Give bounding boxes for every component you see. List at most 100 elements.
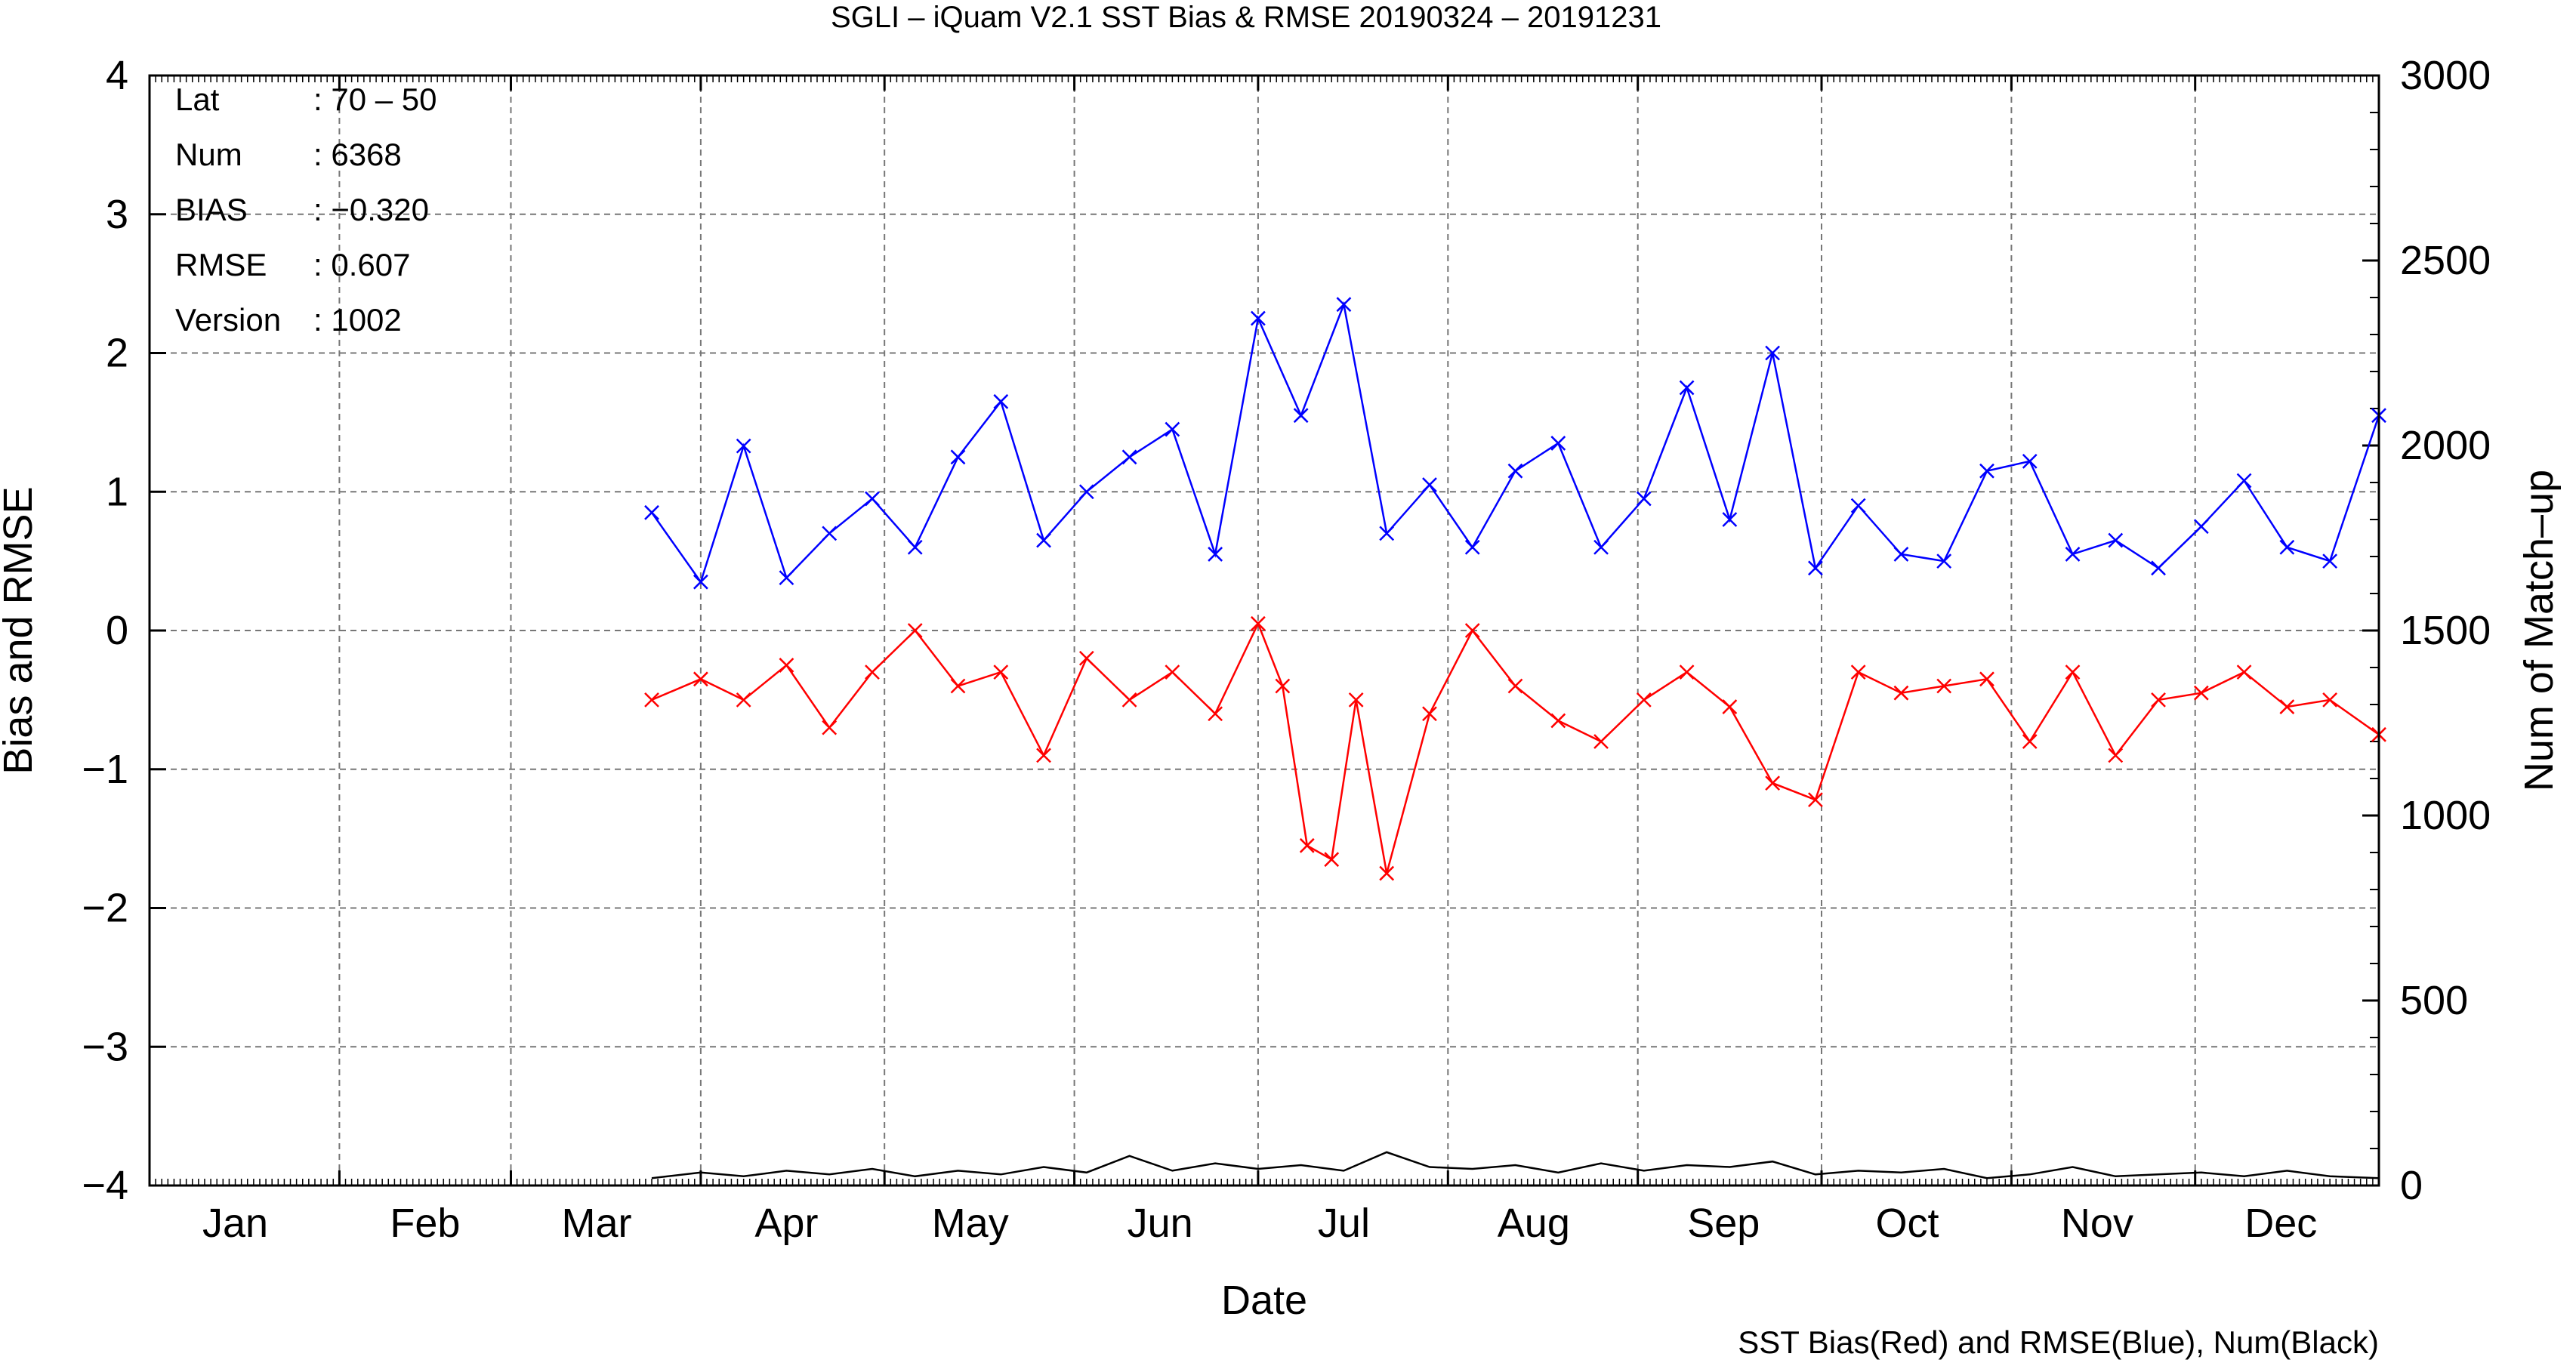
stat-value: : 6368 bbox=[313, 137, 402, 172]
data-point bbox=[865, 664, 880, 680]
data-point bbox=[1165, 664, 1180, 680]
x-tick-label: Mar bbox=[562, 1201, 632, 1246]
y2-tick-label: 2000 bbox=[2400, 423, 2491, 468]
y2-tick-label: 500 bbox=[2400, 978, 2468, 1023]
data-point bbox=[736, 438, 751, 454]
data-point bbox=[2065, 547, 2081, 562]
data-point bbox=[865, 491, 880, 507]
data-point bbox=[2065, 664, 2081, 680]
data-point bbox=[1464, 539, 1480, 555]
data-point bbox=[1593, 539, 1609, 555]
data-point bbox=[1251, 310, 1266, 326]
data-point bbox=[1299, 837, 1315, 853]
y-tick-label: −1 bbox=[82, 747, 128, 792]
chart-title: SGLI – iQuam V2.1 SST Bias & RMSE 201903… bbox=[831, 1, 1661, 34]
data-point bbox=[1636, 692, 1652, 708]
data-point bbox=[779, 570, 794, 586]
data-point bbox=[950, 449, 966, 465]
y2-tick-label: 1500 bbox=[2400, 608, 2491, 653]
stat-key: Lat bbox=[175, 82, 220, 117]
data-point bbox=[1251, 615, 1266, 631]
x-tick-label: Jun bbox=[1128, 1201, 1193, 1246]
stats-box: Lat: 70 – 50 Num: 6368 BIAS: −0.320 RMSE: 0… bbox=[175, 82, 437, 338]
data-point bbox=[2151, 692, 2166, 708]
data-point bbox=[1679, 664, 1695, 680]
data-point bbox=[1722, 512, 1738, 527]
data-point bbox=[1208, 547, 1223, 562]
x-tick-label: Sep bbox=[1687, 1201, 1760, 1246]
data-point bbox=[1422, 477, 1437, 492]
y-tick-label: 1 bbox=[106, 469, 128, 514]
data-point bbox=[2236, 473, 2252, 489]
y-tick-label: −3 bbox=[82, 1024, 128, 1069]
stat-value: : −0.320 bbox=[313, 192, 429, 227]
data-point bbox=[1550, 713, 1566, 729]
data-point bbox=[1208, 706, 1223, 722]
x-tick-label: Feb bbox=[390, 1201, 460, 1246]
data-point bbox=[1121, 692, 1137, 708]
y2-tick-label: 3000 bbox=[2400, 53, 2491, 98]
data-point bbox=[2022, 453, 2038, 469]
data-point bbox=[2151, 560, 2166, 576]
data-point bbox=[1679, 380, 1695, 396]
y-tick-label: −4 bbox=[82, 1163, 128, 1208]
x-tick-label: Jan bbox=[202, 1201, 268, 1246]
data-point bbox=[1593, 734, 1609, 749]
data-point bbox=[1850, 498, 1866, 513]
data-point bbox=[1336, 297, 1352, 313]
data-point bbox=[822, 526, 838, 541]
data-point bbox=[2193, 685, 2209, 701]
data-point bbox=[1550, 436, 1566, 451]
data-point bbox=[2322, 692, 2338, 708]
data-point bbox=[1722, 699, 1738, 714]
series-layer bbox=[644, 297, 2386, 1179]
series-bias bbox=[644, 615, 2386, 881]
data-point bbox=[1936, 553, 1952, 569]
y-tick-label: 0 bbox=[106, 608, 128, 653]
data-point bbox=[1379, 865, 1395, 881]
x-tick-label: May bbox=[932, 1201, 1009, 1246]
y-tick-label: −2 bbox=[82, 886, 128, 931]
data-point bbox=[1348, 692, 1364, 708]
stat-key: Num bbox=[175, 137, 242, 172]
data-point bbox=[2108, 748, 2124, 763]
data-point bbox=[1165, 421, 1180, 437]
data-point bbox=[736, 692, 751, 708]
data-point bbox=[2108, 532, 2124, 548]
data-point bbox=[2279, 539, 2295, 555]
y2-tick-label: 1000 bbox=[2400, 793, 2491, 838]
series-line-num bbox=[651, 1151, 2380, 1179]
data-point bbox=[1636, 491, 1652, 507]
x-tick-label: Oct bbox=[1876, 1201, 1939, 1246]
data-point bbox=[2193, 519, 2209, 535]
data-point bbox=[644, 504, 659, 520]
x-tick-label: Apr bbox=[754, 1201, 818, 1246]
stat-value: : 1002 bbox=[313, 302, 402, 338]
data-point bbox=[1808, 792, 1823, 808]
data-point bbox=[693, 671, 708, 687]
data-point bbox=[1893, 547, 1909, 562]
data-point bbox=[1464, 623, 1480, 638]
plot-frame bbox=[148, 74, 2380, 1187]
data-point bbox=[644, 692, 659, 708]
data-point bbox=[1078, 484, 1094, 500]
data-point bbox=[1036, 748, 1051, 763]
data-point bbox=[2022, 734, 2038, 749]
data-point bbox=[1036, 532, 1051, 548]
data-point bbox=[693, 574, 708, 590]
y-tick-label: 2 bbox=[106, 331, 128, 376]
data-point bbox=[1893, 685, 1909, 701]
x-tick-label: Nov bbox=[2061, 1201, 2133, 1246]
y2-tick-label: 2500 bbox=[2400, 238, 2491, 283]
data-point bbox=[950, 678, 966, 694]
data-point bbox=[1979, 463, 1994, 479]
data-point bbox=[779, 658, 794, 673]
data-point bbox=[1275, 678, 1291, 694]
data-point bbox=[1293, 408, 1309, 424]
data-point bbox=[2236, 664, 2252, 680]
data-point bbox=[1507, 463, 1523, 479]
y-tick-label: 4 bbox=[106, 53, 128, 98]
data-point bbox=[1765, 345, 1781, 361]
